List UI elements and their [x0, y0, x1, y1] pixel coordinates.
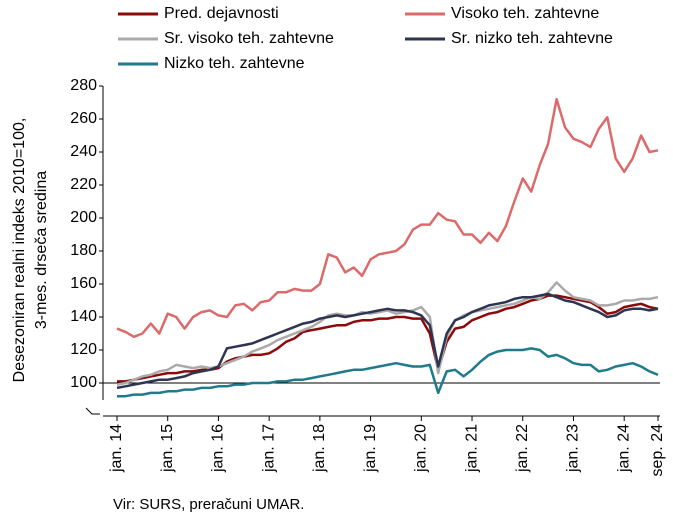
legend-label: Pred. dejavnosti	[164, 5, 279, 22]
y-axis-label: 3-mes. drseča sredina	[33, 171, 50, 329]
source: Vir: SURS, preračuni UMAR.	[113, 496, 304, 513]
y-tick-label: 200	[70, 209, 97, 226]
legend-label: Sr. visoko teh. zahtevne	[164, 30, 334, 47]
y-tick-label: 120	[70, 341, 97, 358]
y-tick-label: 140	[70, 308, 97, 325]
x-tick-label: jan. 18	[311, 424, 328, 473]
x-tick-label: jan. 14	[108, 424, 125, 473]
y-axis-label: Desezoniran realni indeks 2010=100,	[11, 118, 28, 383]
x-tick-label: jan. 21	[463, 424, 480, 473]
y-tick-label: 160	[70, 275, 97, 292]
x-tick-label: jan. 15	[159, 424, 176, 473]
y-tick-label: 260	[70, 110, 97, 127]
y-tick-label: 180	[70, 242, 97, 259]
series-line	[117, 347, 659, 398]
legend-label: Sr. nizko teh. zahtevne	[451, 30, 613, 47]
x-tick-label: jan. 24	[615, 424, 632, 473]
x-tick-label: jan. 22	[514, 424, 531, 473]
x-tick-label: jan. 19	[362, 424, 379, 473]
y-tick-label: 100	[70, 374, 97, 391]
x-tick-label: jan. 17	[260, 424, 277, 473]
y-tick-label: 220	[70, 176, 97, 193]
x-tick-label: jan. 20	[413, 424, 430, 473]
legend-label: Nizko teh. zahtevne	[164, 55, 305, 72]
axis-break	[85, 86, 104, 415]
series-line	[116, 97, 659, 339]
y-tick-label: 240	[70, 143, 97, 160]
legend: Pred. dejavnosti Visoko teh. zahtevne Sr…	[118, 5, 613, 72]
y-tick-label: 280	[70, 77, 97, 94]
series-line	[116, 292, 659, 390]
x-tick-label: sep. 24	[649, 424, 666, 477]
series-line	[116, 281, 659, 386]
x-tick-label: jan. 23	[565, 424, 582, 473]
legend-label: Visoko teh. zahtevne	[451, 5, 599, 22]
x-tick-label: jan. 16	[210, 424, 227, 473]
